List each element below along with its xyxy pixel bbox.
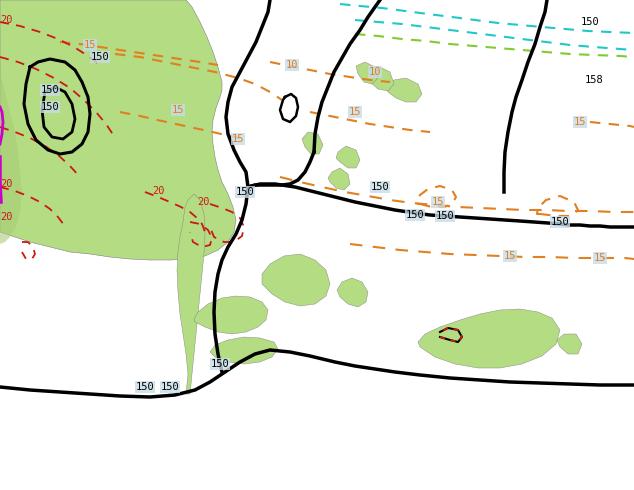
Text: 15: 15	[574, 117, 586, 127]
Polygon shape	[337, 278, 368, 307]
Text: 15: 15	[432, 197, 444, 207]
Text: 150: 150	[236, 187, 254, 197]
Text: 20: 20	[197, 197, 209, 207]
Polygon shape	[336, 146, 360, 168]
Text: ©weatheronline.co.uk: ©weatheronline.co.uk	[505, 475, 630, 485]
Polygon shape	[328, 168, 350, 190]
Polygon shape	[262, 254, 330, 306]
Text: Su 05-05-2024 00:00 UTC (00+96): Su 05-05-2024 00:00 UTC (00+96)	[398, 458, 630, 470]
Text: 15: 15	[84, 40, 96, 50]
Text: 150: 150	[581, 17, 599, 27]
Text: 150: 150	[550, 217, 569, 227]
Text: 10: 10	[286, 60, 298, 70]
Polygon shape	[418, 309, 560, 368]
Polygon shape	[366, 66, 394, 91]
Polygon shape	[356, 62, 378, 84]
Text: 20: 20	[152, 186, 164, 196]
Polygon shape	[0, 0, 22, 244]
Text: 15: 15	[594, 253, 606, 263]
Polygon shape	[0, 0, 236, 260]
Text: 10: 10	[369, 67, 381, 77]
Text: 158: 158	[585, 75, 604, 85]
Text: 20: 20	[0, 212, 13, 222]
Text: 150: 150	[436, 211, 455, 221]
Text: 150: 150	[91, 52, 110, 62]
Polygon shape	[302, 132, 323, 154]
Text: 150: 150	[41, 102, 60, 112]
Text: 150: 150	[371, 182, 389, 192]
Text: 20: 20	[0, 15, 13, 25]
Polygon shape	[557, 334, 582, 354]
Text: 150: 150	[41, 85, 60, 95]
Text: 20: 20	[0, 179, 13, 189]
Polygon shape	[194, 296, 268, 334]
Polygon shape	[386, 78, 422, 102]
Text: 150: 150	[160, 382, 179, 392]
Text: 15: 15	[504, 251, 516, 261]
Text: 15: 15	[349, 107, 361, 117]
Text: 15: 15	[172, 105, 184, 115]
Polygon shape	[177, 194, 205, 394]
Polygon shape	[210, 337, 278, 364]
Text: Height/Temp. 850 hPa [gdpm] ECMWF: Height/Temp. 850 hPa [gdpm] ECMWF	[4, 458, 252, 470]
Text: 150: 150	[406, 210, 424, 220]
Text: 15: 15	[232, 134, 244, 144]
Text: 150: 150	[210, 359, 230, 369]
Text: 150: 150	[136, 382, 154, 392]
